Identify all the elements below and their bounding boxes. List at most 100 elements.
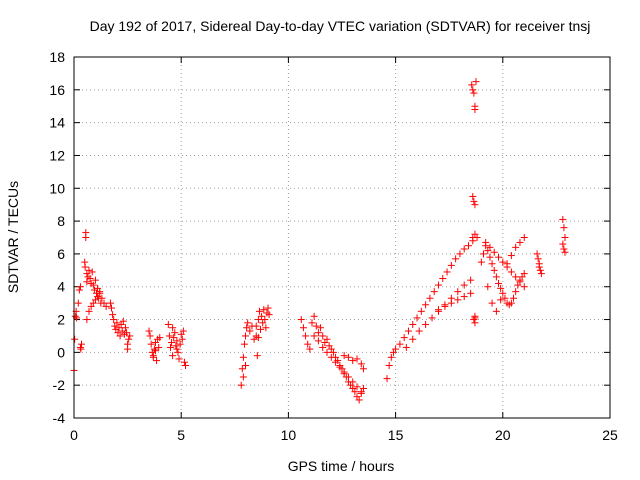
data-point — [317, 324, 325, 332]
data-point — [168, 339, 176, 347]
data-point — [520, 270, 528, 278]
data-point — [109, 311, 117, 319]
data-point — [164, 320, 172, 328]
data-point — [297, 316, 305, 324]
data-point — [260, 306, 268, 314]
x-tick-label: 0 — [70, 427, 78, 443]
data-point — [400, 334, 408, 342]
data-point — [121, 324, 129, 332]
data-point — [490, 266, 498, 274]
data-point — [86, 275, 94, 283]
data-point — [240, 340, 248, 348]
data-point — [396, 340, 404, 348]
data-point — [470, 197, 478, 205]
data-point — [332, 358, 340, 366]
data-point — [533, 250, 541, 258]
x-tick-label: 20 — [495, 427, 511, 443]
data-point — [147, 340, 155, 348]
data-point — [83, 316, 91, 324]
data-point — [153, 357, 161, 365]
data-point — [312, 322, 320, 330]
data-point — [336, 363, 344, 371]
data-point — [85, 307, 93, 315]
data-point — [460, 293, 468, 301]
data-point — [456, 250, 464, 258]
data-point — [264, 304, 272, 312]
y-tick-label: 10 — [49, 180, 65, 196]
data-point — [329, 348, 337, 356]
data-point — [340, 352, 348, 360]
data-point — [454, 288, 462, 296]
data-point — [355, 396, 363, 404]
data-point — [488, 299, 496, 307]
data-point — [306, 345, 314, 353]
data-point — [486, 243, 494, 251]
data-point — [469, 192, 477, 200]
data-point — [507, 252, 515, 260]
data-point — [258, 312, 266, 320]
data-point — [165, 332, 173, 340]
data-point — [495, 279, 503, 287]
data-point — [512, 243, 520, 251]
data-point — [88, 268, 96, 276]
y-tick-label: 8 — [57, 213, 65, 229]
data-point — [447, 299, 455, 307]
data-point — [536, 266, 544, 274]
data-point — [106, 299, 114, 307]
data-point — [327, 353, 335, 361]
data-point — [385, 361, 393, 369]
data-point — [535, 263, 543, 271]
data-point — [91, 276, 99, 284]
y-tick-label: -2 — [53, 377, 66, 393]
data-point — [471, 201, 479, 209]
data-point — [173, 345, 181, 353]
data-point — [503, 260, 511, 268]
data-point — [441, 302, 449, 310]
data-point — [243, 324, 251, 332]
y-tick-label: 0 — [57, 344, 65, 360]
data-point — [181, 361, 189, 369]
y-tick-label: 4 — [57, 279, 65, 295]
data-point — [469, 86, 477, 94]
data-point — [464, 242, 472, 250]
data-point — [150, 345, 158, 353]
data-point — [434, 306, 442, 314]
data-point — [265, 311, 273, 319]
data-point — [490, 248, 498, 256]
data-point — [561, 234, 569, 241]
data-point — [169, 324, 177, 332]
data-point — [488, 260, 496, 268]
data-point — [512, 273, 520, 281]
data-point — [516, 278, 524, 286]
data-point — [155, 343, 163, 351]
data-point — [520, 283, 528, 291]
data-point — [71, 312, 79, 320]
data-point — [349, 357, 357, 365]
data-point — [145, 327, 153, 335]
data-point — [392, 345, 400, 353]
data-point — [116, 332, 124, 340]
data-point — [323, 348, 331, 356]
x-tick-label: 25 — [602, 427, 618, 443]
data-point — [467, 276, 475, 284]
data-point — [156, 334, 164, 342]
data-point — [471, 106, 479, 114]
data-point — [242, 332, 250, 340]
data-point — [239, 353, 247, 361]
data-point — [173, 337, 181, 345]
data-point — [304, 340, 312, 348]
data-point — [460, 245, 468, 253]
data-point — [510, 294, 518, 302]
x-tick-label: 10 — [281, 427, 297, 443]
data-point — [180, 358, 188, 366]
y-tick-label: 16 — [49, 82, 65, 98]
data-point — [467, 289, 475, 297]
data-point — [319, 332, 327, 340]
data-point — [443, 268, 451, 276]
axis-ticks: 0 5 10 15 20 25 -4 -2 0 2 4 6 8 10 12 14 16 18 — [49, 49, 618, 443]
data-point — [417, 307, 425, 315]
data-point — [402, 343, 410, 351]
data-point — [255, 307, 263, 315]
x-tick-label: 5 — [177, 427, 185, 443]
